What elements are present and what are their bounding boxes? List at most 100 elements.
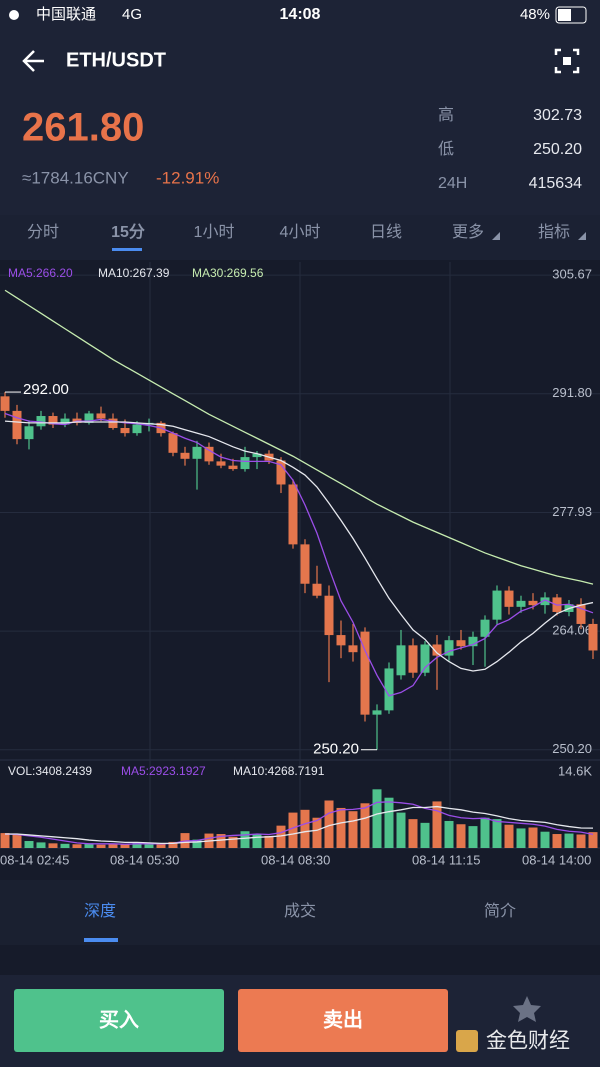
volume-bar [576, 834, 586, 848]
candle-body [84, 413, 94, 423]
legend-entry: MA30:269.56 [192, 266, 264, 280]
ma-line [4, 289, 594, 585]
candle-body [480, 619, 490, 637]
candle-body [24, 426, 34, 440]
candle-body [372, 710, 382, 715]
tab[interactable]: 分时 [27, 223, 59, 241]
y-tick-label: 250.20 [552, 741, 592, 756]
volume-bar [300, 809, 310, 848]
y-tick-label: 264.06 [552, 623, 592, 638]
volume-bar [468, 826, 478, 848]
candle-body [96, 413, 106, 419]
low-label: 250.20 [313, 741, 359, 758]
volume-bar [48, 843, 58, 848]
volume-bar [0, 833, 10, 848]
candle-body [276, 460, 286, 485]
favorite-star[interactable] [513, 996, 541, 1022]
spacer [0, 945, 600, 975]
sell-button[interactable] [238, 989, 448, 1052]
x-tick-label: 08-14 05:30 [110, 852, 179, 867]
cny-price: ≈1784.16CNY [22, 168, 129, 187]
volume-bar [84, 843, 94, 848]
tab-indicator [112, 248, 142, 251]
volume-bar [60, 843, 70, 848]
candle-body [48, 416, 58, 425]
volume-bar [228, 836, 238, 848]
legend-entry: MA5:266.20 [8, 266, 73, 280]
candle-body [132, 424, 142, 434]
volume-bar [120, 844, 130, 848]
candle-body [168, 433, 178, 453]
volume-bar [588, 832, 598, 848]
legend-entry: MA5:2923.1927 [121, 764, 206, 778]
vol-ma-line [4, 801, 594, 845]
volume-bar [288, 812, 298, 848]
change: -12.91% [156, 168, 219, 187]
y-tick-label: 277.93 [552, 504, 592, 519]
volume-bar [156, 843, 166, 848]
x-tick-label: 08-14 14:00 [522, 852, 591, 867]
bottom-tab[interactable]: 简介 [484, 902, 516, 920]
last-price: 261.80 [22, 106, 144, 150]
battery-icon [555, 6, 587, 24]
volume-bar [108, 843, 118, 848]
candle-body [0, 396, 10, 411]
volume-bar [480, 817, 490, 848]
candle-body [408, 645, 418, 673]
candle-body [504, 590, 514, 607]
candle-body [60, 418, 70, 425]
volume-bar [516, 828, 526, 848]
candle-body [36, 416, 46, 427]
volume-bar [324, 800, 334, 848]
pair-title: ETH/USDT [66, 49, 166, 71]
buy-button[interactable] [14, 989, 224, 1052]
candle-body [180, 452, 190, 459]
tab[interactable]: 指标 [538, 223, 570, 241]
sell-label: 卖出 [323, 1008, 363, 1031]
volume-bar [192, 839, 202, 848]
volume-bar [96, 844, 106, 848]
tab[interactable]: 4小时 [280, 223, 321, 241]
volume-bar [12, 834, 22, 848]
tab[interactable]: 1小时 [194, 223, 235, 241]
signal-icon [9, 10, 19, 20]
volume-bar [168, 841, 178, 848]
candle-body [228, 465, 238, 470]
candle-body [192, 446, 202, 459]
volume-bar [528, 827, 538, 848]
buy-label: 买入 [99, 1008, 139, 1031]
volume-bar [252, 834, 262, 848]
candle-body [420, 644, 430, 673]
volume-bar [564, 833, 574, 848]
candle-body [540, 597, 550, 606]
volume-bar [408, 819, 418, 848]
stat-label: 低 [438, 140, 454, 158]
carrier: 中国联通 [36, 6, 96, 23]
network: 4G [122, 6, 142, 23]
ma-line [4, 420, 594, 672]
volume-bar [276, 825, 286, 848]
x-tick-label: 08-14 02:45 [0, 852, 69, 867]
ma-line [4, 412, 594, 697]
bottom-tabs-bg [0, 880, 600, 945]
scan-dot [563, 57, 571, 65]
y-tick-label: 305.67 [552, 267, 592, 282]
tab[interactable]: 更多 [452, 223, 484, 241]
tab[interactable]: 15分 [111, 223, 145, 241]
volume-bar [444, 820, 454, 848]
watermark: 金色财经 [486, 1030, 570, 1053]
bottom-tab[interactable]: 深度 [84, 902, 116, 920]
candle-body [588, 623, 598, 651]
volume-title: VOL:3408.2439 [8, 764, 92, 778]
stat-value: 415634 [529, 175, 582, 192]
volume-bar [504, 824, 514, 848]
bottom-tab-indicator [84, 938, 118, 942]
tab[interactable]: 日线 [370, 223, 402, 241]
back-button[interactable] [22, 50, 44, 72]
clock: 14:08 [280, 6, 321, 23]
bottom-tab[interactable]: 成交 [284, 902, 316, 920]
x-tick-label: 08-14 11:15 [412, 852, 480, 867]
scan-button[interactable] [554, 48, 580, 74]
candle-body [528, 600, 538, 606]
